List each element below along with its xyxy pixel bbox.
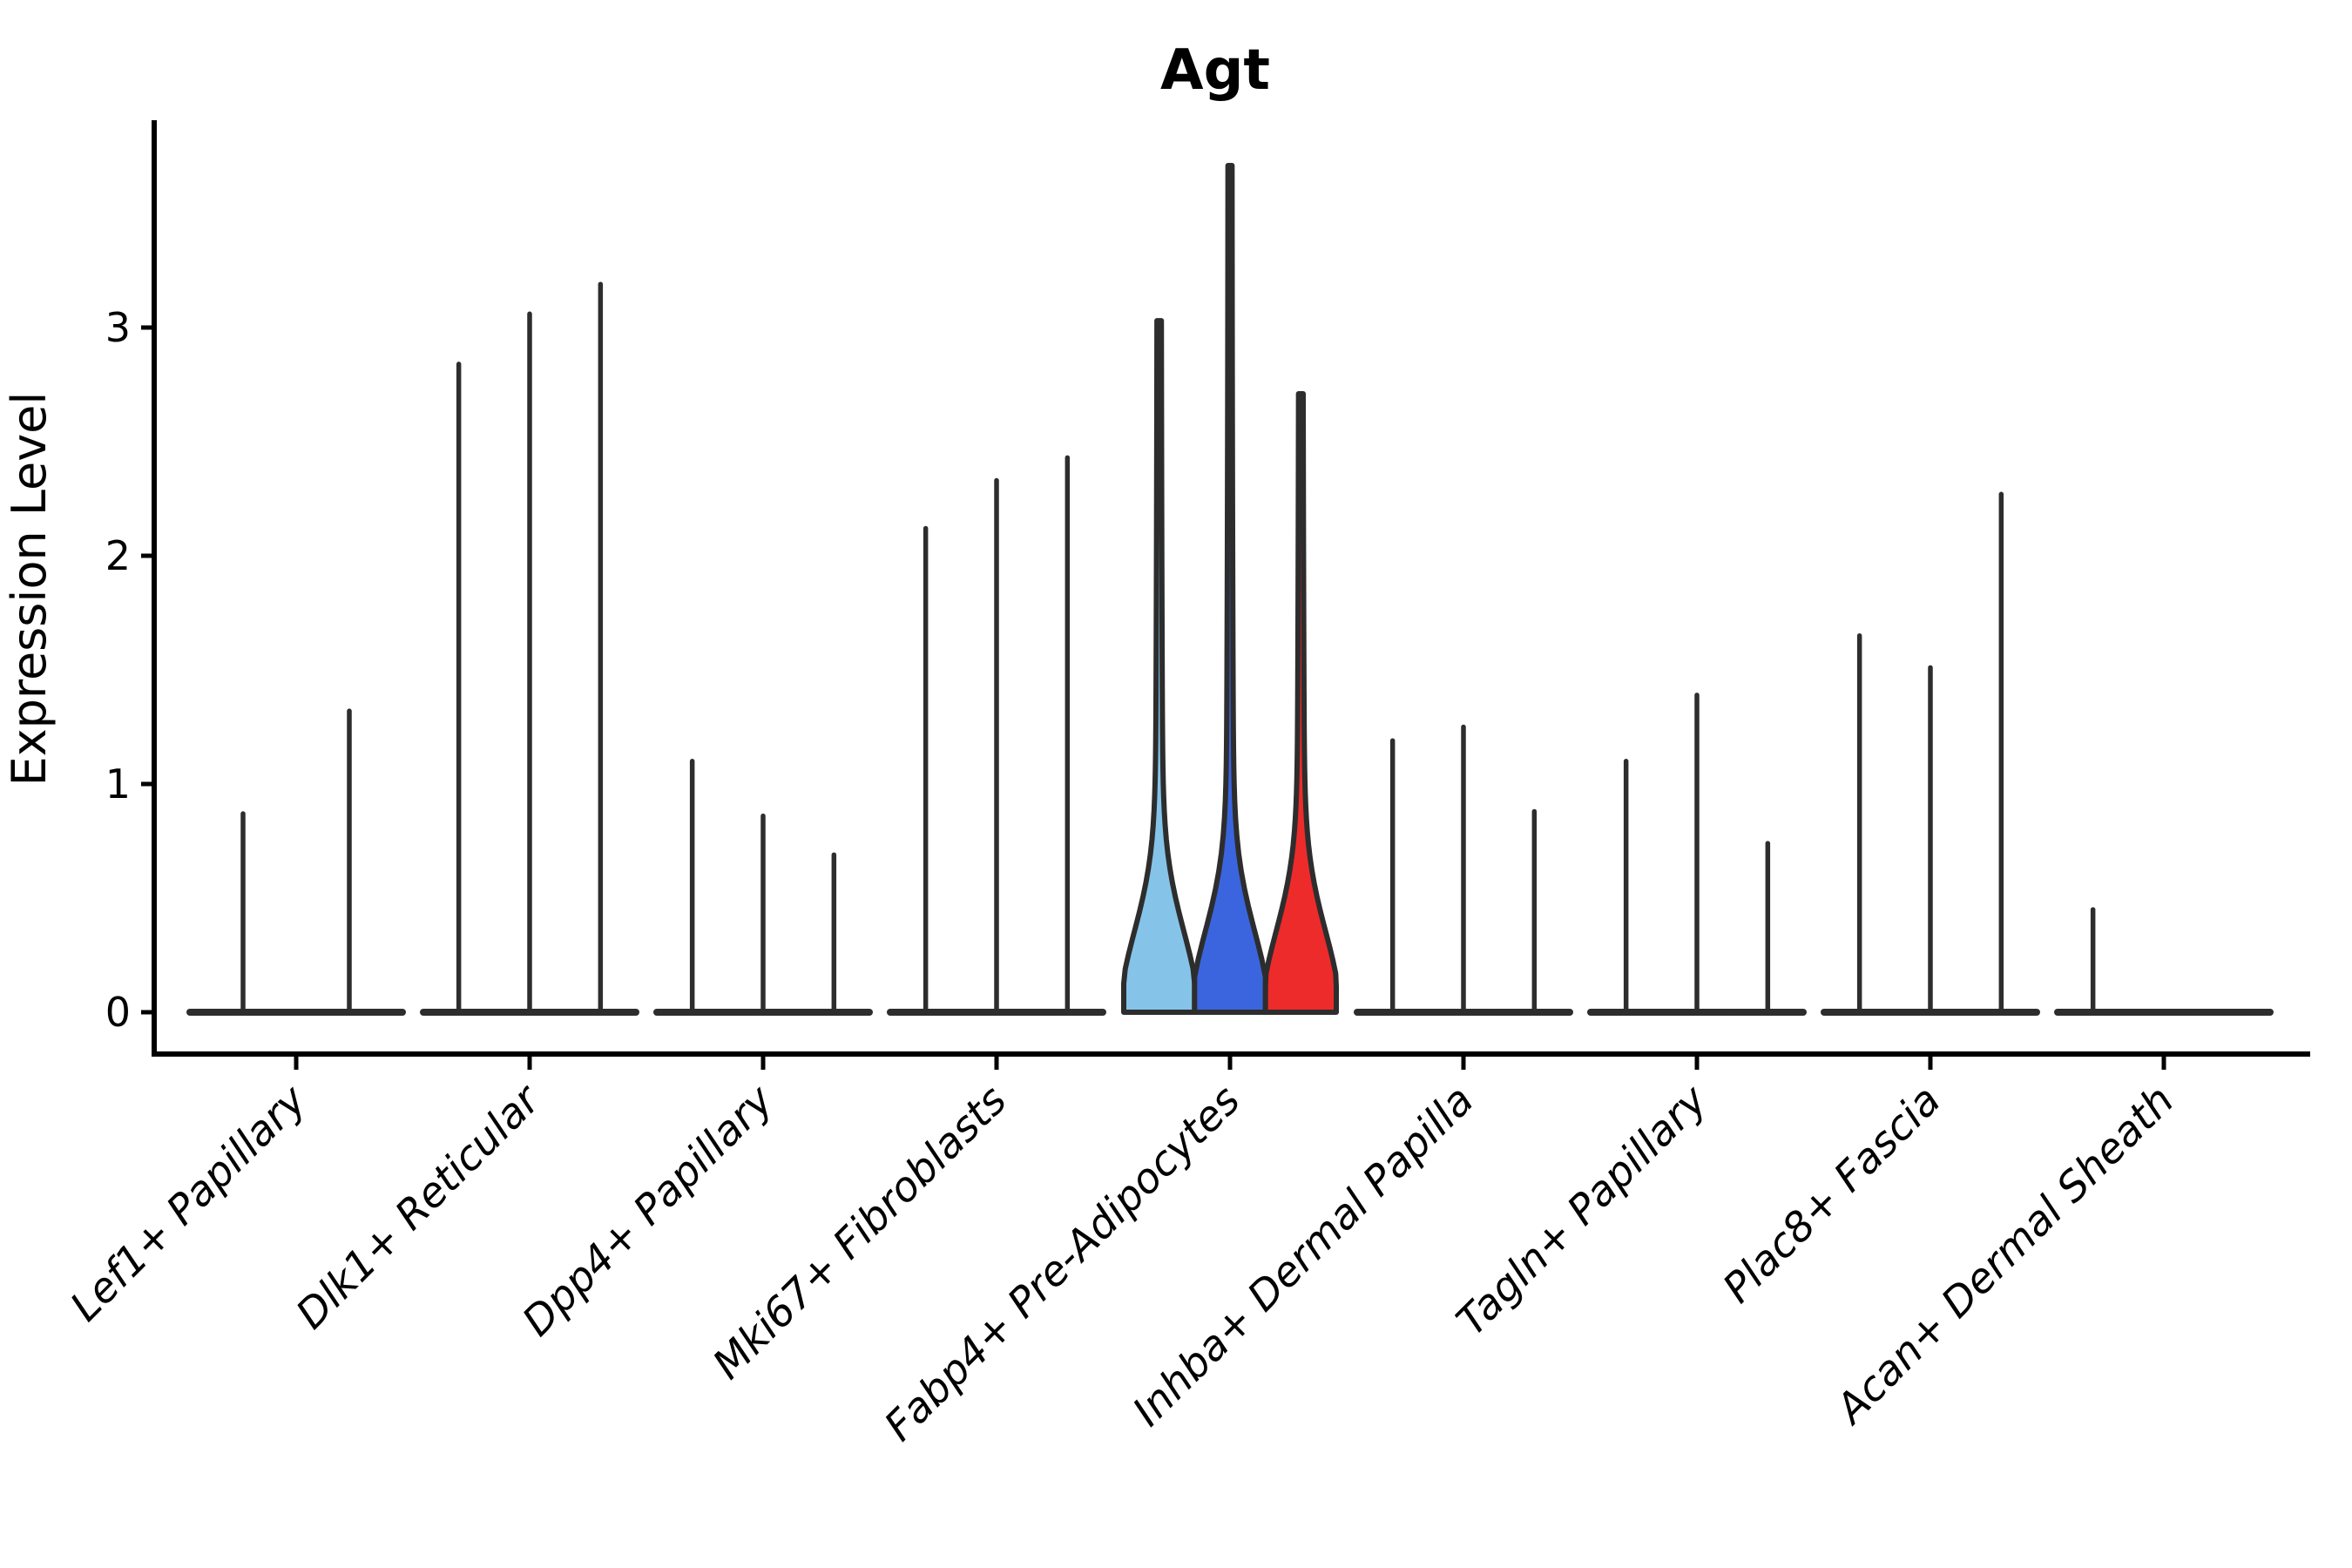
x-tick-label: Tagln+ Papillary [1448,1076,1718,1346]
y-axis-label: Expression Level [2,392,57,787]
y-tick-label: 3 [105,304,131,351]
x-tick-label: Lef1+ Papillary [61,1076,316,1331]
y-tick-label: 1 [105,760,131,808]
violin-colored [1262,390,1339,1015]
x-tick-label: Dlk1+ Reticular [287,1075,551,1339]
y-tick-label: 0 [105,989,131,1036]
violin-colored [1192,162,1268,1015]
x-tick-label: Dpp4+ Papillary [513,1076,783,1346]
violin-colored [1121,318,1198,1015]
x-tick-label: Plac8+ Fascia [1713,1077,1950,1313]
plot-title: Agt [1160,38,1270,103]
y-tick-label: 2 [105,532,131,579]
